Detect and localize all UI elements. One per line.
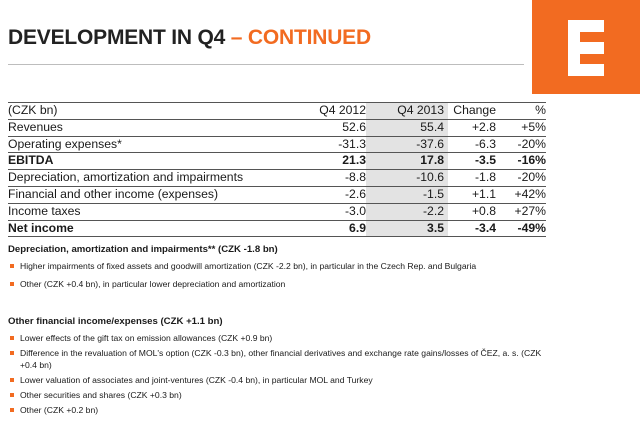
col-header-q4-2012: Q4 2012 [296, 102, 366, 120]
cell-pct: -49% [496, 219, 546, 238]
cell-q4-2013: 17.8 [366, 152, 448, 170]
bullet-square-icon [10, 393, 14, 398]
cell-q4-2012: -8.8 [296, 169, 366, 187]
cell-change: -1.8 [448, 169, 496, 187]
cell-pct: -16% [496, 152, 546, 170]
cell-change: -3.4 [448, 219, 496, 238]
cell-pct: +5% [496, 118, 546, 137]
col-header-change: Change [448, 102, 496, 120]
list-item: Other securities and shares (CZK +0.3 bn… [8, 390, 568, 401]
bullet-square-icon [10, 336, 14, 341]
cell-q4-2013: -10.6 [366, 169, 448, 187]
table-row: Income taxes -3.0 -2.2 +0.8 +27% [8, 202, 546, 221]
cell-q4-2013: 55.4 [366, 118, 448, 137]
financial-heading: Other financial income/expenses (CZK +1.… [8, 316, 223, 327]
bullet-square-icon [10, 282, 14, 287]
cez-logo-icon [568, 20, 604, 76]
title-main: DEVELOPMENT IN Q4 [8, 26, 226, 49]
table-row: Financial and other income (expenses) -2… [8, 185, 546, 204]
row-label: EBITDA [8, 152, 296, 170]
cell-change: +0.8 [448, 202, 496, 221]
financial-section: Other financial income/expenses (CZK +1.… [8, 316, 568, 420]
financial-bullets: Lower effects of the gift tax on emissio… [8, 333, 568, 416]
cell-q4-2012: -31.3 [296, 135, 366, 153]
cell-q4-2012: -3.0 [296, 202, 366, 221]
cell-pct: -20% [496, 169, 546, 187]
cell-change: -3.5 [448, 152, 496, 170]
col-header-unit: (CZK bn) [8, 102, 296, 120]
cell-change: +2.8 [448, 118, 496, 137]
cell-change: +1.1 [448, 185, 496, 204]
list-item: Lower effects of the gift tax on emissio… [8, 333, 568, 344]
list-item: Difference in the revaluation of MOL's o… [8, 348, 568, 370]
cell-pct: +27% [496, 202, 546, 221]
row-label: Revenues [8, 118, 296, 137]
cell-q4-2012: -2.6 [296, 185, 366, 204]
row-label: Operating expenses* [8, 135, 296, 153]
table-row: Operating expenses* -31.3 -37.6 -6.3 -20… [8, 135, 546, 153]
list-item: Higher impairments of fixed assets and g… [8, 261, 568, 272]
cell-q4-2012: 21.3 [296, 152, 366, 170]
list-item: Other (CZK +0.2 bn) [8, 405, 568, 416]
bullet-square-icon [10, 264, 14, 269]
table-row: Depreciation, amortization and impairmen… [8, 169, 546, 187]
list-item: Other (CZK +0.4 bn), in particular lower… [8, 279, 568, 290]
title-divider [8, 64, 524, 65]
row-label: Financial and other income (expenses) [8, 185, 296, 204]
cell-q4-2012: 6.9 [296, 219, 366, 238]
table-row: EBITDA 21.3 17.8 -3.5 -16% [8, 152, 546, 170]
list-item: Lower valuation of associates and joint-… [8, 375, 568, 386]
row-label: Depreciation, amortization and impairmen… [8, 169, 296, 187]
title-accent: – CONTINUED [230, 26, 371, 49]
row-label: Income taxes [8, 202, 296, 221]
col-header-q4-2013: Q4 2013 [366, 102, 448, 120]
cell-pct: -20% [496, 135, 546, 153]
table-header-row: (CZK bn) Q4 2012 Q4 2013 Change % [8, 102, 546, 120]
cez-logo [532, 0, 640, 94]
cell-q4-2013: -2.2 [366, 202, 448, 221]
bullet-square-icon [10, 377, 14, 382]
page-title: DEVELOPMENT IN Q4 – CONTINUED [8, 26, 371, 50]
depreciation-bullets: Higher impairments of fixed assets and g… [8, 261, 568, 290]
bullet-square-icon [10, 408, 14, 413]
bullet-square-icon [10, 351, 14, 356]
cell-q4-2012: 52.6 [296, 118, 366, 137]
financial-table: (CZK bn) Q4 2012 Q4 2013 Change % Revenu… [8, 102, 546, 238]
row-label: Net income [8, 219, 296, 238]
cell-change: -6.3 [448, 135, 496, 153]
col-header-pct: % [496, 102, 546, 120]
table-row: Revenues 52.6 55.4 +2.8 +5% [8, 118, 546, 137]
cell-q4-2013: 3.5 [366, 219, 448, 238]
cell-q4-2013: -37.6 [366, 135, 448, 153]
depreciation-heading: Depreciation, amortization and impairmen… [8, 244, 278, 255]
depreciation-section: Depreciation, amortization and impairmen… [8, 244, 568, 298]
cell-pct: +42% [496, 185, 546, 204]
table-row: Net income 6.9 3.5 -3.4 -49% [8, 219, 546, 238]
cell-q4-2013: -1.5 [366, 185, 448, 204]
